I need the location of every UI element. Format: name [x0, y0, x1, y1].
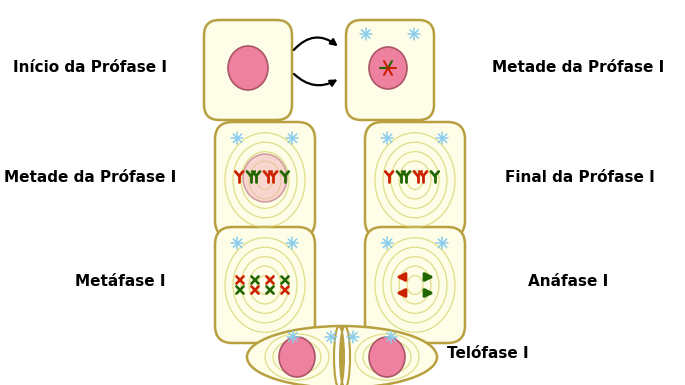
- Text: Metade da Prófase I: Metade da Prófase I: [4, 169, 176, 184]
- FancyBboxPatch shape: [215, 122, 315, 238]
- Text: Final da Prófase I: Final da Prófase I: [505, 169, 655, 184]
- Text: Telófase I: Telófase I: [447, 346, 529, 362]
- FancyBboxPatch shape: [215, 227, 315, 343]
- FancyBboxPatch shape: [204, 20, 292, 120]
- Ellipse shape: [279, 337, 315, 377]
- Text: Metáfase I: Metáfase I: [75, 275, 165, 290]
- Text: Metade da Prófase I: Metade da Prófase I: [492, 60, 664, 75]
- Text: Anáfase I: Anáfase I: [528, 275, 608, 290]
- Ellipse shape: [228, 46, 268, 90]
- Text: Início da Prófase I: Início da Prófase I: [13, 60, 167, 75]
- FancyBboxPatch shape: [365, 122, 465, 238]
- Ellipse shape: [243, 154, 287, 202]
- Ellipse shape: [247, 326, 437, 385]
- FancyBboxPatch shape: [365, 227, 465, 343]
- Ellipse shape: [369, 337, 405, 377]
- FancyBboxPatch shape: [346, 20, 434, 120]
- Ellipse shape: [369, 47, 407, 89]
- Ellipse shape: [335, 326, 349, 385]
